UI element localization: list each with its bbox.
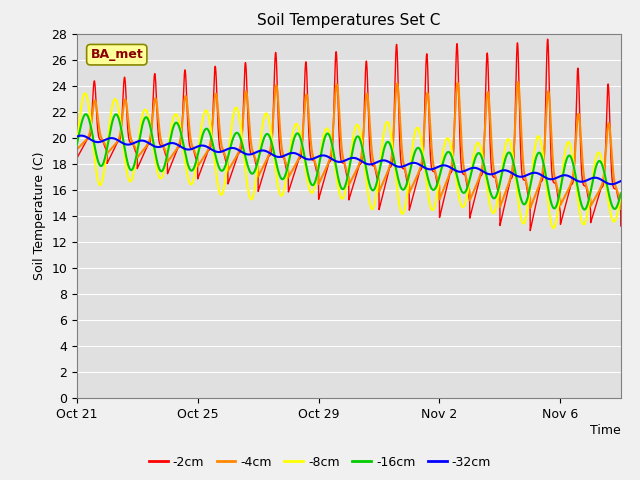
Text: BA_met: BA_met: [90, 48, 143, 61]
Y-axis label: Soil Temperature (C): Soil Temperature (C): [33, 152, 45, 280]
Legend: -2cm, -4cm, -8cm, -16cm, -32cm: -2cm, -4cm, -8cm, -16cm, -32cm: [144, 451, 496, 474]
Text: Time: Time: [590, 424, 621, 437]
Title: Soil Temperatures Set C: Soil Temperatures Set C: [257, 13, 440, 28]
